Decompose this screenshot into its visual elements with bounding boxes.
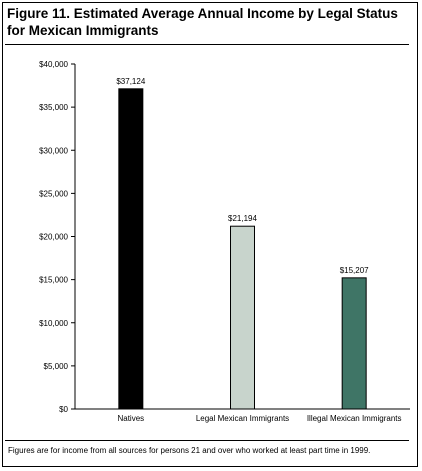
y-tick-label: $0: [59, 405, 68, 414]
category-label: Illegal Mexican Immigrants: [307, 414, 402, 423]
bar-1: [118, 88, 144, 410]
y-tick-label: $40,000: [39, 60, 68, 69]
y-tick-label: $5,000: [44, 362, 69, 371]
category-label: Natives: [117, 414, 144, 423]
figure-title: Figure 11. Estimated Average Annual Inco…: [7, 6, 398, 38]
y-tick-label: $35,000: [39, 103, 68, 112]
footnote: Figures are for income from all sources …: [8, 446, 371, 455]
x-axis-labels: Natives Legal Mexican Immigrants Illegal M…: [117, 414, 401, 423]
y-tick-label: $30,000: [39, 146, 68, 155]
category-label: Legal Mexican Immigrants: [196, 414, 289, 423]
bar-2: [230, 225, 255, 410]
y-tick-label: $10,000: [39, 319, 68, 328]
title-divider: [5, 44, 409, 45]
footnote-divider: [5, 440, 409, 441]
y-tick-label: $25,000: [39, 189, 68, 198]
bar-value-label: $21,194: [228, 214, 257, 223]
y-tick-label: $20,000: [39, 233, 68, 242]
bar-3: [341, 277, 367, 410]
y-tick-label: $15,000: [39, 276, 68, 285]
bars-group: $37,124 $21,194 $15,207: [116, 77, 369, 410]
bar-value-label: $15,207: [340, 266, 369, 275]
bar-value-label: $37,124: [116, 77, 145, 86]
